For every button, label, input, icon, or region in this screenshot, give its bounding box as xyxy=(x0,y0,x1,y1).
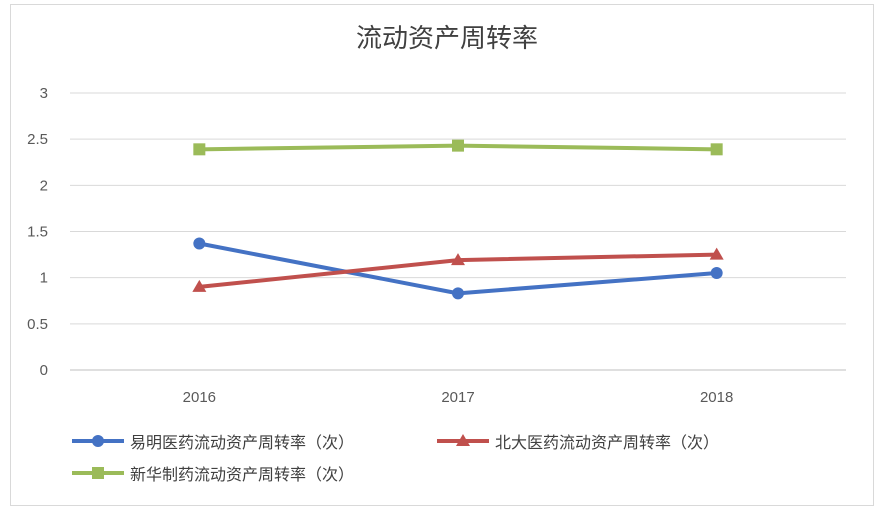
legend-label: 北大医药流动资产周转率（次） xyxy=(495,433,720,452)
legend-item-2: 北大医药流动资产周转率（次） xyxy=(435,428,719,454)
chart-frame xyxy=(10,4,874,506)
x-tick-label: 2018 xyxy=(700,389,733,406)
y-tick-label: 0.5 xyxy=(27,316,48,333)
series-1-point xyxy=(193,237,206,250)
series-3-point xyxy=(193,143,206,156)
legend-key-marker xyxy=(92,467,104,479)
y-tick-label: 0 xyxy=(40,362,48,379)
legend-key-2 xyxy=(437,434,489,446)
y-tick-label: 1 xyxy=(40,270,48,287)
legend-key-3 xyxy=(72,467,124,479)
legend-label: 易明医药流动资产周转率（次） xyxy=(130,433,355,452)
y-tick-label: 2.5 xyxy=(27,131,48,148)
series-1-point xyxy=(710,267,723,280)
y-tick-label: 3 xyxy=(40,85,48,102)
legend-item-3: 新华制药流动资产周转率（次） xyxy=(70,460,354,486)
y-tick-label: 2 xyxy=(40,177,48,194)
legend-key-marker xyxy=(92,435,104,447)
legend-label: 新华制药流动资产周转率（次） xyxy=(130,465,355,484)
series-3-point xyxy=(710,143,723,156)
series-2-point xyxy=(451,253,465,266)
series-2-point xyxy=(709,247,724,260)
series-3-point xyxy=(452,139,464,152)
chart-title: 流动资产周转率 xyxy=(355,24,538,54)
x-tick-label: 2017 xyxy=(441,389,474,406)
y-tick-label: 1.5 xyxy=(27,224,48,241)
legend-item-1: 易明医药流动资产周转率（次） xyxy=(70,428,354,454)
series-2-point xyxy=(192,279,207,292)
legend-key-marker xyxy=(456,434,470,446)
x-tick-label: 2016 xyxy=(183,389,216,406)
series-1-point xyxy=(452,287,464,300)
series-line-1 xyxy=(197,241,719,296)
legend-key-1 xyxy=(72,435,124,447)
